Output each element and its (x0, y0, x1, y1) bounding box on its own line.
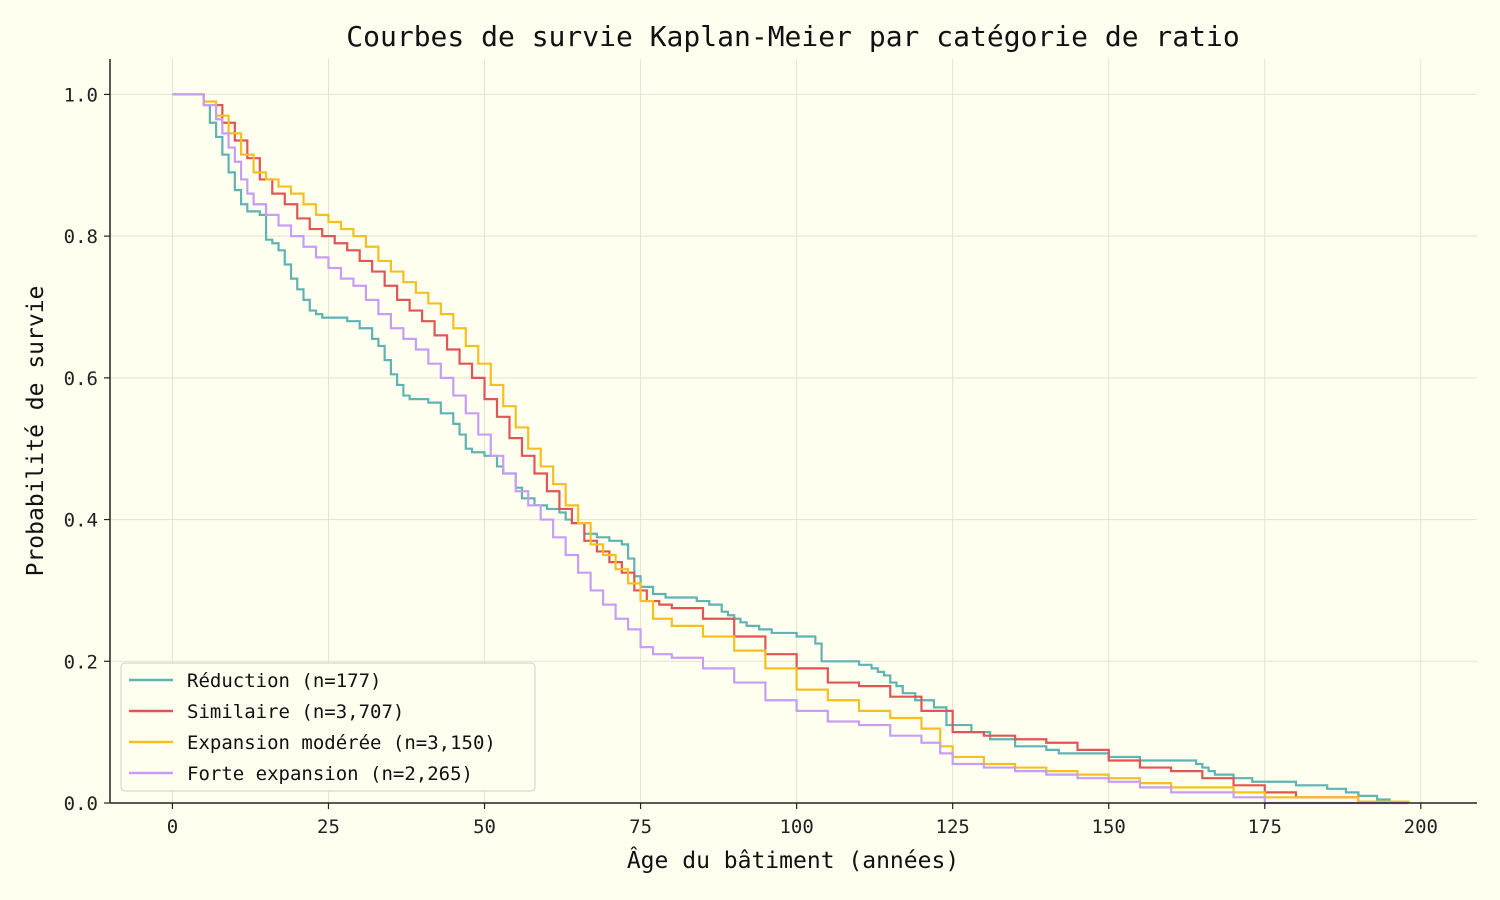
y-tick-label: 0.2 (64, 651, 98, 673)
axes (104, 59, 1477, 809)
x-tick-label: 50 (473, 816, 496, 838)
x-tick-label: 100 (779, 816, 813, 838)
chart-title: Courbes de survie Kaplan-Meier par catég… (346, 20, 1239, 53)
legend: Réduction (n=177) Similaire (n=3,707) Expa… (120, 662, 536, 792)
y-tick-label: 0.8 (64, 226, 98, 248)
y-axis-title: Probabilité de survie (23, 286, 49, 577)
series-lines (172, 93, 1410, 805)
x-tick-label: 200 (1404, 816, 1438, 838)
series-line-1 (172, 93, 1391, 803)
tick-labels: 0 25 50 75 100 125 150 175 200 0.0 0.2 0.4 0.6 0.8 1.0 (64, 84, 1438, 838)
x-tick-label: 175 (1248, 816, 1282, 838)
legend-label-4: Forte expansion (n=2,265) (187, 763, 473, 785)
legend-box (120, 662, 536, 792)
legend-label-2: Similaire (n=3,707) (187, 701, 404, 723)
legend-label-3: Expansion modérée (n=3,150) (187, 732, 496, 754)
series-line-4 (172, 93, 1409, 805)
y-tick-label: 0.4 (64, 510, 98, 532)
x-tick-label: 0 (167, 816, 178, 838)
y-tick-label: 1.0 (64, 84, 98, 106)
y-tick-label: 0.0 (64, 793, 98, 815)
x-tick-label: 125 (936, 816, 970, 838)
x-tick-label: 75 (629, 816, 652, 838)
x-tick-label: 150 (1092, 816, 1126, 838)
series-line-2 (172, 93, 1360, 803)
x-axis-title: Âge du bâtiment (années) (627, 846, 959, 874)
y-tick-label: 0.6 (64, 368, 98, 390)
x-tick-label: 25 (317, 816, 340, 838)
series-line-3 (172, 93, 1410, 803)
legend-label-1: Réduction (n=177) (187, 670, 381, 692)
